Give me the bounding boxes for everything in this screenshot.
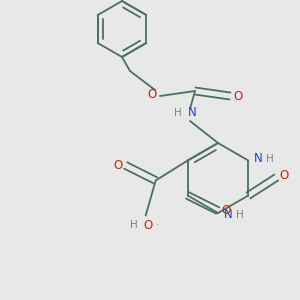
Text: H: H [174, 108, 182, 118]
Text: N: N [224, 208, 232, 221]
Text: N: N [188, 106, 196, 119]
Text: N: N [254, 152, 263, 165]
Text: H: H [236, 210, 244, 220]
Text: O: O [221, 204, 230, 217]
Text: O: O [147, 88, 157, 100]
Text: H: H [130, 220, 138, 230]
Text: ·: · [156, 220, 159, 230]
Text: O: O [113, 159, 122, 172]
Text: O: O [143, 219, 152, 232]
Text: H: H [266, 154, 274, 164]
Text: O: O [280, 169, 289, 182]
Text: O: O [233, 89, 243, 103]
